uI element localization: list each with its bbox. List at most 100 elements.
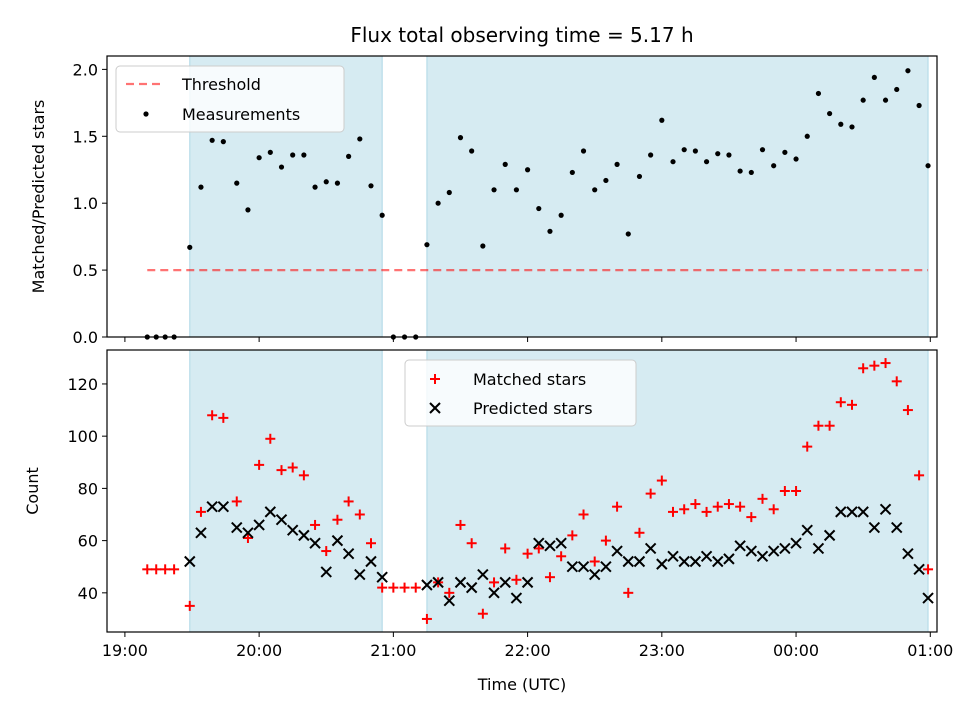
predicted-point bbox=[577, 561, 590, 573]
measurement-point bbox=[220, 139, 226, 145]
measurement-point bbox=[502, 161, 508, 167]
measurement-point bbox=[301, 152, 307, 158]
measurement-point bbox=[469, 148, 475, 154]
measurement-point bbox=[346, 153, 352, 159]
y-axis-label: Count bbox=[23, 467, 42, 515]
predicted-point bbox=[835, 506, 847, 518]
axes-frame bbox=[106, 55, 938, 338]
measurement-point bbox=[558, 212, 564, 218]
predicted-point-b bbox=[678, 555, 690, 568]
y-tick-label: 2.0 bbox=[73, 60, 98, 79]
matched-point bbox=[768, 504, 779, 515]
matched-point bbox=[746, 512, 757, 523]
matched-point bbox=[902, 405, 913, 416]
observing-band-0 bbox=[189, 349, 383, 633]
predicted-point bbox=[891, 521, 903, 534]
legend: Matched stars Predicted stars bbox=[404, 359, 637, 427]
measurement-point bbox=[547, 228, 553, 234]
measurement-point bbox=[659, 117, 665, 123]
matched-point bbox=[265, 433, 276, 444]
observing-band-1 bbox=[426, 55, 929, 338]
y-tick-label: 120 bbox=[67, 375, 98, 394]
predicted-point-b bbox=[217, 500, 230, 513]
legend-threshold-label: Threshold bbox=[181, 75, 261, 94]
measurement-point bbox=[782, 149, 788, 155]
matched-point bbox=[533, 543, 544, 554]
predicted-point-b bbox=[790, 537, 802, 549]
matched-point bbox=[142, 564, 153, 575]
measurement-point bbox=[569, 169, 575, 176]
predicted-point bbox=[309, 537, 321, 549]
y-tick-label: 60 bbox=[78, 532, 98, 551]
matched-point bbox=[589, 556, 600, 567]
predicted-point-b bbox=[689, 555, 702, 568]
matched-point bbox=[184, 600, 195, 611]
matched-point bbox=[612, 501, 623, 512]
measurement-point bbox=[457, 135, 464, 141]
predicted-point bbox=[756, 550, 769, 562]
y-tick-label: 0.0 bbox=[73, 328, 98, 347]
x-tick-label: 23:00 bbox=[639, 641, 685, 660]
matched-point bbox=[578, 509, 589, 520]
predicted-point bbox=[857, 506, 869, 518]
predicted-point bbox=[700, 550, 713, 562]
series-matched-stars bbox=[142, 358, 934, 624]
matched-point bbox=[365, 538, 376, 549]
predicted-point-b bbox=[577, 561, 590, 573]
legend-box bbox=[404, 359, 637, 427]
predicted-point bbox=[611, 545, 623, 557]
legend-predicted-swatch-b bbox=[429, 402, 441, 414]
matched-point bbox=[321, 546, 332, 557]
measurement-point bbox=[759, 147, 766, 153]
measurement-point bbox=[905, 68, 911, 74]
predicted-point-b bbox=[264, 506, 277, 518]
legend: Threshold Measurements bbox=[115, 65, 345, 133]
measurement-point bbox=[882, 97, 889, 103]
predicted-point-b bbox=[432, 576, 444, 589]
predicted-point bbox=[689, 555, 702, 568]
predicted-point-b bbox=[286, 524, 299, 536]
measurement-point bbox=[692, 148, 698, 154]
x-tick-label: 00:00 bbox=[773, 641, 819, 660]
legend-measurements-swatch bbox=[143, 111, 149, 117]
predicted-point-b bbox=[835, 506, 847, 518]
measurement-point bbox=[636, 173, 643, 180]
predicted-point bbox=[745, 545, 758, 557]
figure-title: Flux total observing time = 5.17 h bbox=[350, 23, 693, 47]
measurement-point bbox=[670, 159, 676, 165]
matched-point bbox=[891, 376, 902, 387]
y-tick-label: 40 bbox=[78, 584, 98, 603]
predicted-point bbox=[242, 527, 254, 539]
predicted-point-b bbox=[309, 537, 321, 549]
predicted-point bbox=[421, 579, 433, 591]
matched-point bbox=[779, 486, 790, 496]
matched-point bbox=[195, 506, 206, 517]
predicted-point-b bbox=[656, 558, 668, 570]
matched-point bbox=[791, 486, 802, 496]
predicted-point-b bbox=[922, 592, 934, 604]
predicted-point-b bbox=[902, 547, 914, 560]
measurement-point bbox=[603, 177, 609, 184]
predicted-point bbox=[432, 576, 444, 589]
matched-point bbox=[410, 582, 421, 593]
predicted-point bbox=[544, 540, 556, 552]
predicted-point-b bbox=[633, 555, 646, 568]
predicted-point bbox=[868, 521, 881, 534]
y-tick-label: 1.5 bbox=[73, 127, 98, 146]
matched-point bbox=[880, 358, 891, 369]
measurement-point bbox=[278, 164, 285, 170]
y-tick-label: 0.5 bbox=[73, 261, 98, 280]
predicted-point bbox=[488, 587, 500, 599]
predicted-point-b bbox=[566, 561, 579, 573]
matched-point bbox=[500, 543, 511, 554]
predicted-point-b bbox=[195, 527, 207, 539]
predicted-point-b bbox=[231, 521, 243, 534]
predicted-point-b bbox=[421, 579, 433, 591]
measurement-point bbox=[715, 151, 721, 157]
matched-point bbox=[813, 420, 824, 431]
matched-point bbox=[455, 519, 466, 530]
predicted-point bbox=[566, 561, 579, 573]
x-tick-label: 20:00 bbox=[236, 641, 282, 660]
y-tick-label: 100 bbox=[67, 427, 98, 446]
measurement-point bbox=[424, 242, 430, 248]
